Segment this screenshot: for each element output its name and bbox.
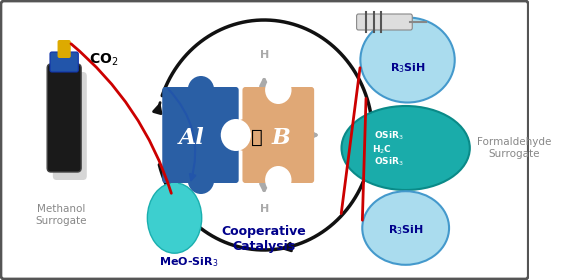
Ellipse shape xyxy=(362,191,449,265)
FancyBboxPatch shape xyxy=(53,72,87,180)
FancyBboxPatch shape xyxy=(242,87,314,183)
Circle shape xyxy=(265,166,292,194)
Text: OSiR$_3$: OSiR$_3$ xyxy=(374,156,403,168)
Text: Formaldehyde
Surrogate: Formaldehyde Surrogate xyxy=(477,137,551,159)
Text: 🤝: 🤝 xyxy=(251,127,263,146)
Text: R$_3$SiH: R$_3$SiH xyxy=(388,223,424,237)
Text: R$_3$SiH: R$_3$SiH xyxy=(389,61,426,75)
Circle shape xyxy=(221,119,251,151)
Polygon shape xyxy=(159,178,190,202)
Text: Al: Al xyxy=(178,127,204,149)
Ellipse shape xyxy=(360,18,455,102)
Circle shape xyxy=(188,76,214,104)
FancyBboxPatch shape xyxy=(357,14,412,30)
Circle shape xyxy=(230,119,260,151)
FancyBboxPatch shape xyxy=(58,40,71,58)
Text: H$_2$C: H$_2$C xyxy=(372,144,392,156)
Ellipse shape xyxy=(148,183,202,253)
FancyBboxPatch shape xyxy=(162,87,238,183)
Text: Cooperative
Catalysis: Cooperative Catalysis xyxy=(222,225,306,253)
Text: H: H xyxy=(260,204,269,214)
Ellipse shape xyxy=(342,106,470,190)
FancyBboxPatch shape xyxy=(47,64,81,172)
FancyBboxPatch shape xyxy=(1,1,528,279)
Text: CO$_2$: CO$_2$ xyxy=(89,52,118,68)
Text: Methanol
Surrogate: Methanol Surrogate xyxy=(35,204,87,226)
FancyBboxPatch shape xyxy=(50,52,79,72)
Text: MeO-SiR$_3$: MeO-SiR$_3$ xyxy=(159,255,218,269)
Circle shape xyxy=(188,166,214,194)
Circle shape xyxy=(265,76,292,104)
Text: OSiR$_3$: OSiR$_3$ xyxy=(374,130,403,142)
Text: H: H xyxy=(260,50,269,60)
Text: B: B xyxy=(272,127,291,149)
